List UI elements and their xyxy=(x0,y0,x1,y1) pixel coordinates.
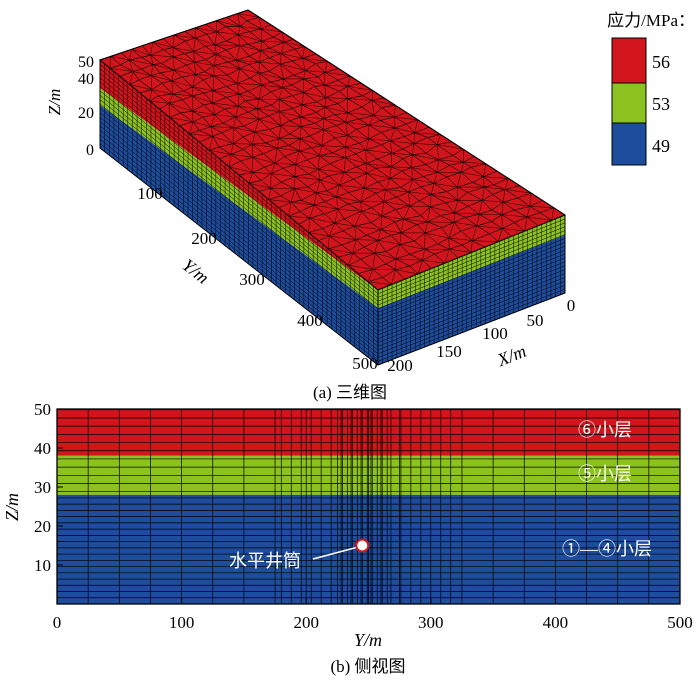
legend-label-49: 49 xyxy=(652,136,670,156)
y-tick-3d: 200 xyxy=(191,229,217,248)
y-tick-3d: 500 xyxy=(352,354,378,373)
x-tick-3d: 150 xyxy=(436,342,462,361)
x-tick-label: 200 xyxy=(293,613,319,632)
wellbore-marker xyxy=(355,538,370,553)
z-tick-3d: 50 xyxy=(78,54,94,71)
layer-label-1-4: ①—④小层 xyxy=(562,539,652,559)
plot-frame xyxy=(56,408,681,605)
y-tick-3d: 300 xyxy=(239,270,265,289)
z-tick-3d: 0 xyxy=(86,142,94,159)
z-axis-title-3d: Z/m xyxy=(45,89,64,115)
wellbore-leader-line xyxy=(312,546,357,560)
wellbore-label: 水平井筒 xyxy=(229,551,301,571)
y-tick-label: 20 xyxy=(34,517,51,536)
legend-swatch-56 xyxy=(611,37,647,84)
y-axis-title-3d: Y/m xyxy=(178,255,212,288)
x-tick-label: 400 xyxy=(543,613,569,632)
z-tick-3d: 40 xyxy=(78,71,94,88)
x-tick-label: 500 xyxy=(667,613,693,632)
stress-legend: 应力/MPa： 56 53 49 xyxy=(607,11,695,166)
panel-a-3d-view: Z/m 50 40 20 0 100 200 300 400 500 Y/m 2… xyxy=(45,9,576,402)
x-axis-title: Y/m xyxy=(354,630,382,650)
y-tick-label: 50 xyxy=(34,400,51,419)
x-axis-ticks: 0 100 200 300 400 500 xyxy=(53,598,693,632)
legend-title: 应力/MPa： xyxy=(607,11,695,30)
y-tick-label: 40 xyxy=(34,439,51,458)
y-tick-3d: 400 xyxy=(297,311,323,330)
caption-a: (a) 三维图 xyxy=(313,383,387,402)
x-tick-3d: 0 xyxy=(567,296,576,315)
y-tick-3d: 100 xyxy=(137,184,163,203)
layer-label-5: ⑤小层 xyxy=(578,464,632,484)
x-tick-label: 300 xyxy=(418,613,444,632)
y-axis-title: Z/m xyxy=(2,493,22,521)
x-tick-label: 100 xyxy=(169,613,195,632)
top-mesh xyxy=(99,9,566,291)
legend-label-53: 53 xyxy=(652,94,670,114)
x-axis-title-3d: X/m xyxy=(494,341,529,371)
y-tick-label: 30 xyxy=(34,478,51,497)
model-outline xyxy=(99,9,566,366)
outline xyxy=(99,9,566,366)
y-axis-ticks: 10 20 30 40 50 xyxy=(34,400,63,575)
x-axis-title-text: Y/m xyxy=(354,630,382,650)
layer-label-6: ⑥小层 xyxy=(578,420,632,440)
legend-label-56: 56 xyxy=(652,52,670,72)
legend-swatch-53 xyxy=(611,82,647,124)
x-tick-label: 0 xyxy=(53,613,62,632)
z-tick-3d: 20 xyxy=(78,105,94,122)
x-tick-3d: 100 xyxy=(482,324,508,343)
x-tick-3d: 50 xyxy=(527,311,544,330)
x-tick-3d: 200 xyxy=(387,356,413,375)
legend-swatch-49 xyxy=(611,122,647,166)
caption-b: (b) 侧视图 xyxy=(330,657,405,676)
y-tick-label: 10 xyxy=(34,556,51,575)
